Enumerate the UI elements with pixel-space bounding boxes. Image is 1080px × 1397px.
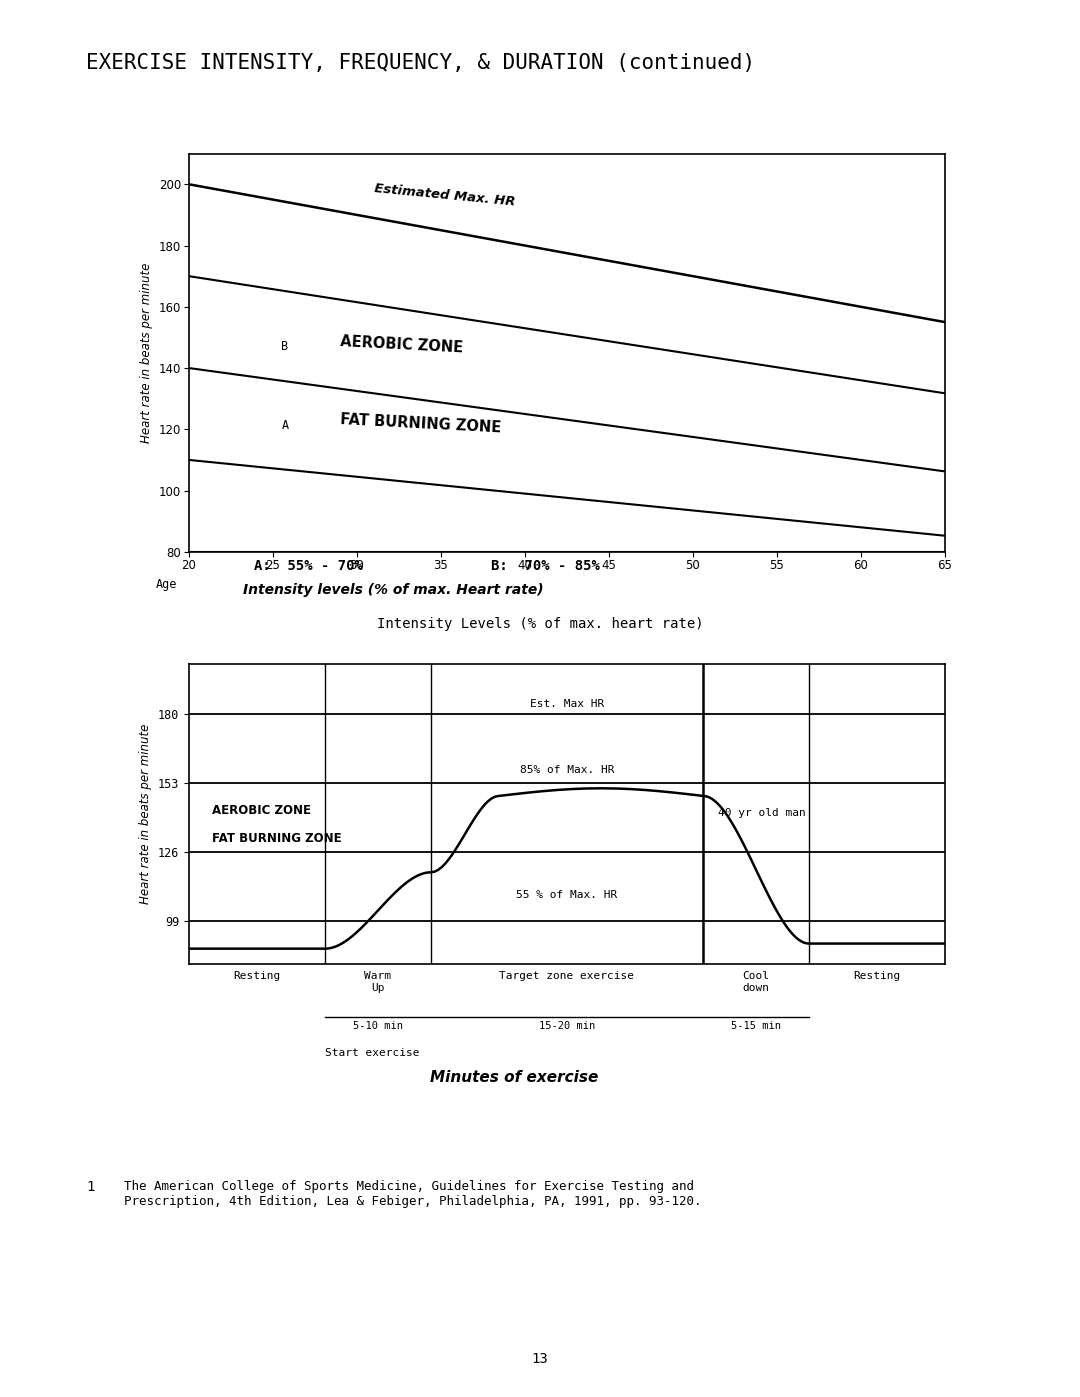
Text: Target zone exercise: Target zone exercise: [499, 971, 634, 981]
Text: A:  55% - 70%: A: 55% - 70%: [254, 559, 363, 573]
Text: Est. Max HR: Est. Max HR: [530, 698, 604, 708]
Y-axis label: Heart rate in beats per minute: Heart rate in beats per minute: [139, 724, 152, 904]
Text: B:  70% - 85%: B: 70% - 85%: [491, 559, 600, 573]
Text: Resting: Resting: [853, 971, 901, 981]
Y-axis label: Heart rate in beats per minute: Heart rate in beats per minute: [140, 263, 153, 443]
Text: Intensity Levels (% of max. heart rate): Intensity Levels (% of max. heart rate): [377, 617, 703, 631]
Text: Cool
down: Cool down: [743, 971, 769, 992]
Text: Intensity levels (% of max. Heart rate): Intensity levels (% of max. Heart rate): [243, 583, 543, 597]
Text: FAT BURNING ZONE: FAT BURNING ZONE: [340, 412, 502, 436]
Text: The American College of Sports Medicine, Guidelines for Exercise Testing and
Pre: The American College of Sports Medicine,…: [124, 1180, 702, 1208]
Text: B: B: [282, 339, 288, 352]
Text: FAT BURNING ZONE: FAT BURNING ZONE: [212, 831, 341, 845]
Text: Estimated Max. HR: Estimated Max. HR: [374, 182, 516, 208]
Text: 40 yr old man: 40 yr old man: [718, 809, 806, 819]
Text: 15-20 min: 15-20 min: [539, 1021, 595, 1031]
Text: Resting: Resting: [233, 971, 281, 981]
Text: 1: 1: [86, 1180, 95, 1194]
Text: AEROBIC ZONE: AEROBIC ZONE: [340, 334, 463, 356]
Text: 55 % of Max. HR: 55 % of Max. HR: [516, 890, 618, 900]
Text: 13: 13: [531, 1352, 549, 1366]
Text: Start exercise: Start exercise: [325, 1048, 419, 1058]
Text: Minutes of exercise: Minutes of exercise: [430, 1070, 598, 1085]
Text: AEROBIC ZONE: AEROBIC ZONE: [212, 803, 311, 817]
X-axis label: Age: Age: [156, 578, 177, 591]
Text: A: A: [282, 419, 288, 432]
Text: 5-15 min: 5-15 min: [731, 1021, 781, 1031]
Text: 5-10 min: 5-10 min: [353, 1021, 403, 1031]
Text: 85% of Max. HR: 85% of Max. HR: [519, 766, 615, 775]
Text: EXERCISE INTENSITY, FREQUENCY, & DURATION (continued): EXERCISE INTENSITY, FREQUENCY, & DURATIO…: [86, 53, 756, 73]
Text: Warm
Up: Warm Up: [365, 971, 391, 992]
